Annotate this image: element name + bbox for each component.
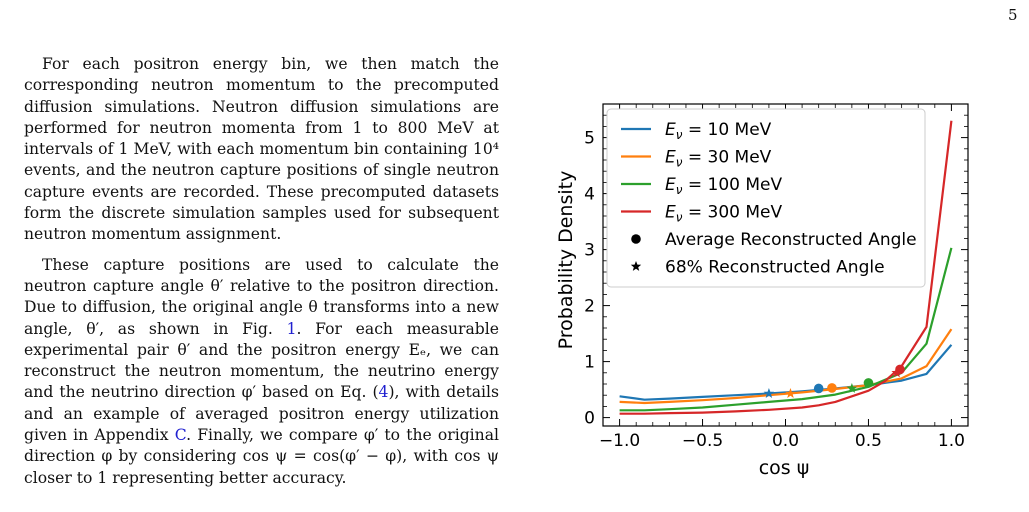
legend-box [606,108,926,288]
probability-density-chart: −1.0 −0.5 0.0 0.5 1.0 0 1 2 3 4 5 Eν = 10 MeV Eν = 3… [555,103,969,479]
paragraph-1: For each positron energy bin, we then ma… [24,55,499,244]
legend-circle-marker [631,234,641,244]
legend-entry-label: Eν = 300 MeV [665,203,782,225]
legend-entry-label: Eν = 10 MeV [665,120,772,142]
y-tick-label: 5 [584,129,595,149]
percentile-68-angle-marker-4 [891,367,902,378]
y-tick-label: 4 [584,185,595,205]
legend-entry-label: Eν = 100 MeV [665,175,782,197]
y-tick-label: 0 [584,409,595,429]
x-tick-label: 1.0 [938,431,965,451]
paragraph-2: These capture positions are used to calc… [24,255,499,489]
percentile-68-angle-marker-3 [846,383,858,393]
x-tick-label: 0.5 [855,431,882,451]
x-tick-label: −0.5 [682,431,723,451]
x-tick-label: −1.0 [599,431,640,451]
y-tick-label: 2 [584,297,595,317]
data-layer [619,120,953,415]
series-line-2 [619,328,953,405]
appendix-reference-link[interactable]: C [174,426,187,445]
average-angle-marker-2 [827,383,837,393]
figure-reference-link[interactable]: 1 [286,319,297,338]
x-tick-label: 0.0 [772,431,799,451]
percentile-68-angle-marker-2 [785,388,796,398]
page-number: 5 [1008,6,1018,24]
legend-star-marker [630,261,642,271]
series-line-3 [619,247,953,412]
equation-reference-link[interactable]: 4 [378,383,389,402]
series-line-1 [619,344,953,401]
average-angle-marker-1 [813,383,824,394]
y-axis-label: Probability Density [555,171,577,350]
y-tick-label: 3 [584,241,595,261]
legend-entry-label: 68% Reconstructed Angle [665,258,885,278]
y-tick-label: 1 [584,353,595,373]
paragraph-2-text-4: . Finally, we compare φ′ to the original… [24,426,499,487]
paragraph-2-text-1: These capture positions are used to calc… [24,255,499,338]
paragraph-2-text-3: ), with details and an example of averag… [24,383,499,445]
legend-entry-label: Eν = 30 MeV [665,148,772,170]
x-axis-label: cos ψ [759,457,810,479]
body-text: For each positron energy bin, we then ma… [24,54,499,489]
legend-entry-label: Average Reconstructed Angle [665,230,917,250]
figure: −1.0 −0.5 0.0 0.5 1.0 0 1 2 3 4 5 Eν = 10 MeV Eν = 3… [548,98,988,492]
paragraph-2-text-2: . For each measurable experimental pair … [24,319,499,402]
average-angle-marker-3 [863,378,874,388]
legend: Eν = 10 MeV Eν = 30 MeV Eν = 100 MeV Eν = 3… [606,108,926,288]
percentile-68-angle-marker-1 [763,388,775,398]
